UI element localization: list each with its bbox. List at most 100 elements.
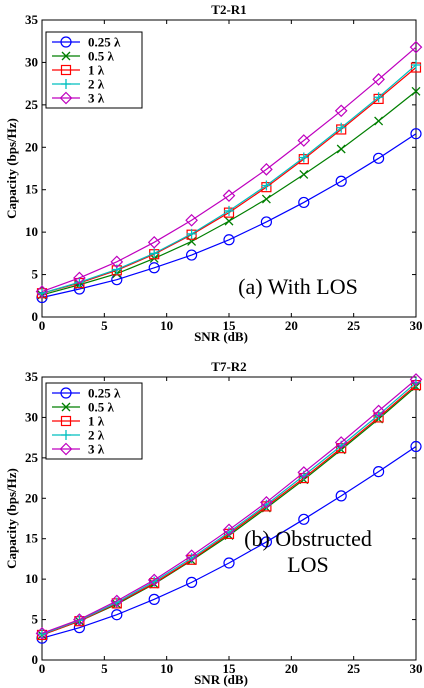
data-point — [110, 594, 124, 608]
chart-title: T7-R2 — [211, 359, 246, 374]
data-point — [148, 593, 160, 605]
legend-marker — [60, 387, 72, 399]
y-tick-label: 35 — [25, 369, 39, 384]
annotation-text: LOS — [287, 552, 329, 577]
data-point — [372, 404, 385, 418]
x-tick-label: 25 — [347, 318, 361, 333]
series-line — [41, 446, 417, 639]
x-tick-label: 5 — [101, 661, 108, 676]
data-point — [298, 513, 310, 525]
data-point — [336, 144, 346, 154]
data-point — [411, 59, 421, 70]
x-axis-label: SNR (dB) — [194, 672, 248, 687]
y-tick-label: 5 — [32, 612, 39, 627]
legend: 0.25 λ0.5 λ1 λ2 λ3 λ — [45, 382, 143, 460]
x-axis-label: SNR (dB) — [194, 329, 248, 344]
legend-marker — [60, 36, 72, 48]
data-point — [223, 557, 235, 569]
series-5 — [35, 40, 423, 298]
legend-label: 0.25 λ — [88, 386, 121, 401]
data-point — [148, 262, 160, 274]
data-point — [260, 536, 272, 548]
x-tick-label: 20 — [285, 318, 298, 333]
legend-marker — [59, 91, 73, 105]
legend-label: 2 λ — [88, 77, 105, 92]
data-point — [336, 122, 347, 133]
y-tick-label: 15 — [25, 182, 39, 197]
data-point — [260, 495, 273, 509]
series-line — [41, 378, 417, 634]
data-point — [261, 194, 271, 204]
data-point — [147, 235, 161, 249]
data-point — [110, 255, 124, 269]
legend-label: 3 λ — [88, 442, 105, 457]
y-tick-label: 10 — [25, 224, 38, 239]
data-point — [73, 613, 86, 626]
y-tick-label: 20 — [25, 139, 38, 154]
legend-marker — [61, 402, 71, 412]
data-point — [373, 92, 384, 103]
x-tick-label: 5 — [101, 318, 108, 333]
y-tick-label: 20 — [25, 490, 38, 505]
series-line — [41, 133, 417, 299]
data-point — [111, 264, 122, 275]
y-tick-label: 10 — [25, 571, 38, 586]
series-5 — [35, 373, 423, 640]
y-axis-label: Capacity (bps/Hz) — [4, 468, 19, 569]
data-point — [149, 248, 160, 259]
data-point — [260, 216, 272, 228]
data-point — [222, 523, 236, 537]
legend-marker — [61, 79, 71, 89]
data-point — [335, 490, 347, 502]
y-tick-label: 35 — [25, 12, 39, 27]
legend: 0.25 λ0.5 λ1 λ2 λ3 λ — [45, 31, 143, 109]
data-point — [74, 277, 85, 288]
legend-label: 0.5 λ — [88, 400, 115, 415]
legend-label: 2 λ — [88, 428, 105, 443]
data-point — [298, 152, 309, 163]
x-tick-label: 25 — [347, 661, 361, 676]
y-tick-label: 5 — [32, 267, 39, 282]
legend-label: 0.25 λ — [88, 35, 121, 50]
legend-marker — [59, 442, 73, 456]
legend-label: 1 λ — [88, 63, 105, 78]
y-tick-label: 15 — [25, 531, 39, 546]
x-tick-label: 10 — [160, 318, 173, 333]
data-point — [298, 196, 310, 209]
data-point — [111, 609, 123, 621]
chart-title: T2-R1 — [211, 2, 246, 17]
annotation-text: (b) Obstructed — [244, 526, 372, 551]
data-point — [222, 189, 236, 203]
data-point — [374, 116, 384, 126]
legend-marker — [60, 64, 72, 76]
data-point — [35, 285, 49, 298]
series-line — [41, 46, 417, 293]
y-tick-label: 0 — [32, 652, 39, 667]
data-point — [185, 213, 198, 227]
x-tick-label: 30 — [410, 318, 423, 333]
x-tick-label: 0 — [39, 661, 46, 676]
x-tick-label: 0 — [39, 318, 46, 333]
data-point — [409, 373, 423, 386]
data-point — [261, 180, 272, 191]
y-tick-label: 25 — [25, 97, 39, 112]
data-point — [335, 175, 347, 187]
data-point — [334, 104, 348, 118]
data-point — [297, 134, 311, 147]
data-point — [223, 234, 235, 246]
data-point — [260, 163, 273, 176]
data-point — [410, 440, 422, 453]
legend-label: 0.5 λ — [88, 49, 115, 64]
y-axis-label: Capacity (bps/Hz) — [4, 118, 19, 219]
data-point — [147, 573, 161, 587]
y-tick-label: 30 — [25, 409, 38, 424]
legend-label: 3 λ — [88, 91, 105, 106]
data-point — [334, 436, 348, 449]
legend-marker — [61, 51, 71, 61]
data-point — [410, 128, 422, 140]
data-point — [73, 271, 86, 285]
chart-panel-1: T2-R1 0 5 10 15 20 25 30 0 5 10 15 20 25 30 35 SNR (dB) C… — [4, 2, 423, 344]
x-tick-label: 30 — [410, 661, 423, 676]
legend-label: 1 λ — [88, 414, 105, 429]
